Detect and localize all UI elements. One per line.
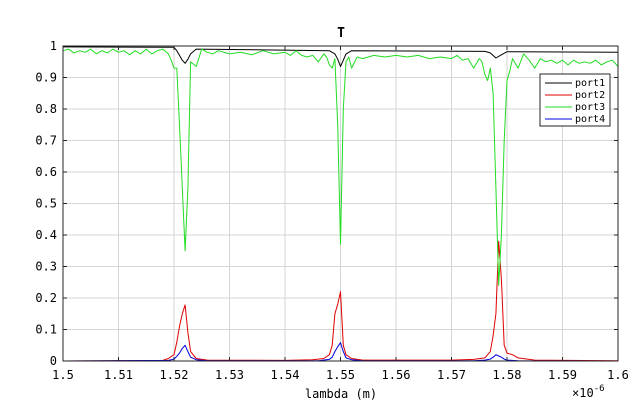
x-tick-label: 1.56 [382,368,411,382]
x-axis-exponent: ×10-6 [572,384,605,400]
legend-label-port1: port1 [575,78,605,89]
y-tick-label: 0.6 [35,165,57,179]
x-axis-exponent-base: ×10 [572,386,594,400]
y-tick-labels: 0 0.1 0.2 0.3 0.4 0.5 0.6 0.7 0.8 0.9 1 [35,39,57,368]
y-tick-label: 0.8 [35,102,57,116]
x-axis-label: lambda (m) [305,387,377,401]
x-tick-label: 1.59 [548,368,577,382]
y-tick-label: 0.1 [35,323,57,337]
x-axis-exponent-power: -6 [594,384,605,394]
legend-item-port2: port2 [545,90,605,101]
y-tick-label: 0 [50,354,57,368]
legend-item-port3: port3 [545,102,605,113]
x-tick-label: 1.6 [607,368,629,382]
chart-title: T [337,26,345,41]
x-tick-label: 1.54 [271,368,300,382]
legend-label-port3: port3 [575,102,605,113]
legend: port1 port2 port3 port4 [539,73,611,127]
x-tick-label: 1.58 [493,368,522,382]
series-lines [62,46,619,362]
x-tick-label: 1.57 [437,368,466,382]
legend-item-port1: port1 [545,78,605,89]
x-tick-labels: 1.5 1.51 1.52 1.53 1.54 1.55 1.56 1.57 1.58 1.59 1… [52,368,629,382]
axis-ticks [62,45,619,362]
x-tick-label: 1.53 [215,368,244,382]
y-tick-label: 0.7 [35,134,57,148]
y-tick-label: 0.4 [35,228,57,242]
legend-label-port4: port4 [575,114,605,125]
x-tick-label: 1.51 [104,368,133,382]
series-line-port4 [62,342,619,362]
legend-item-port4: port4 [545,114,605,125]
legend-label-port2: port2 [575,90,605,101]
x-tick-label: 1.52 [160,368,189,382]
y-tick-label: 0.9 [35,71,57,85]
y-tick-label: 0.2 [35,291,57,305]
series-line-port2 [62,240,619,362]
y-tick-label: 0.3 [35,260,57,274]
y-tick-label: 1 [50,39,57,53]
series-line-port3 [62,48,619,286]
series-line-port1 [62,46,619,67]
x-tick-label: 1.5 [52,368,74,382]
y-tick-label: 0.5 [35,197,57,211]
x-tick-label: 1.55 [326,368,355,382]
